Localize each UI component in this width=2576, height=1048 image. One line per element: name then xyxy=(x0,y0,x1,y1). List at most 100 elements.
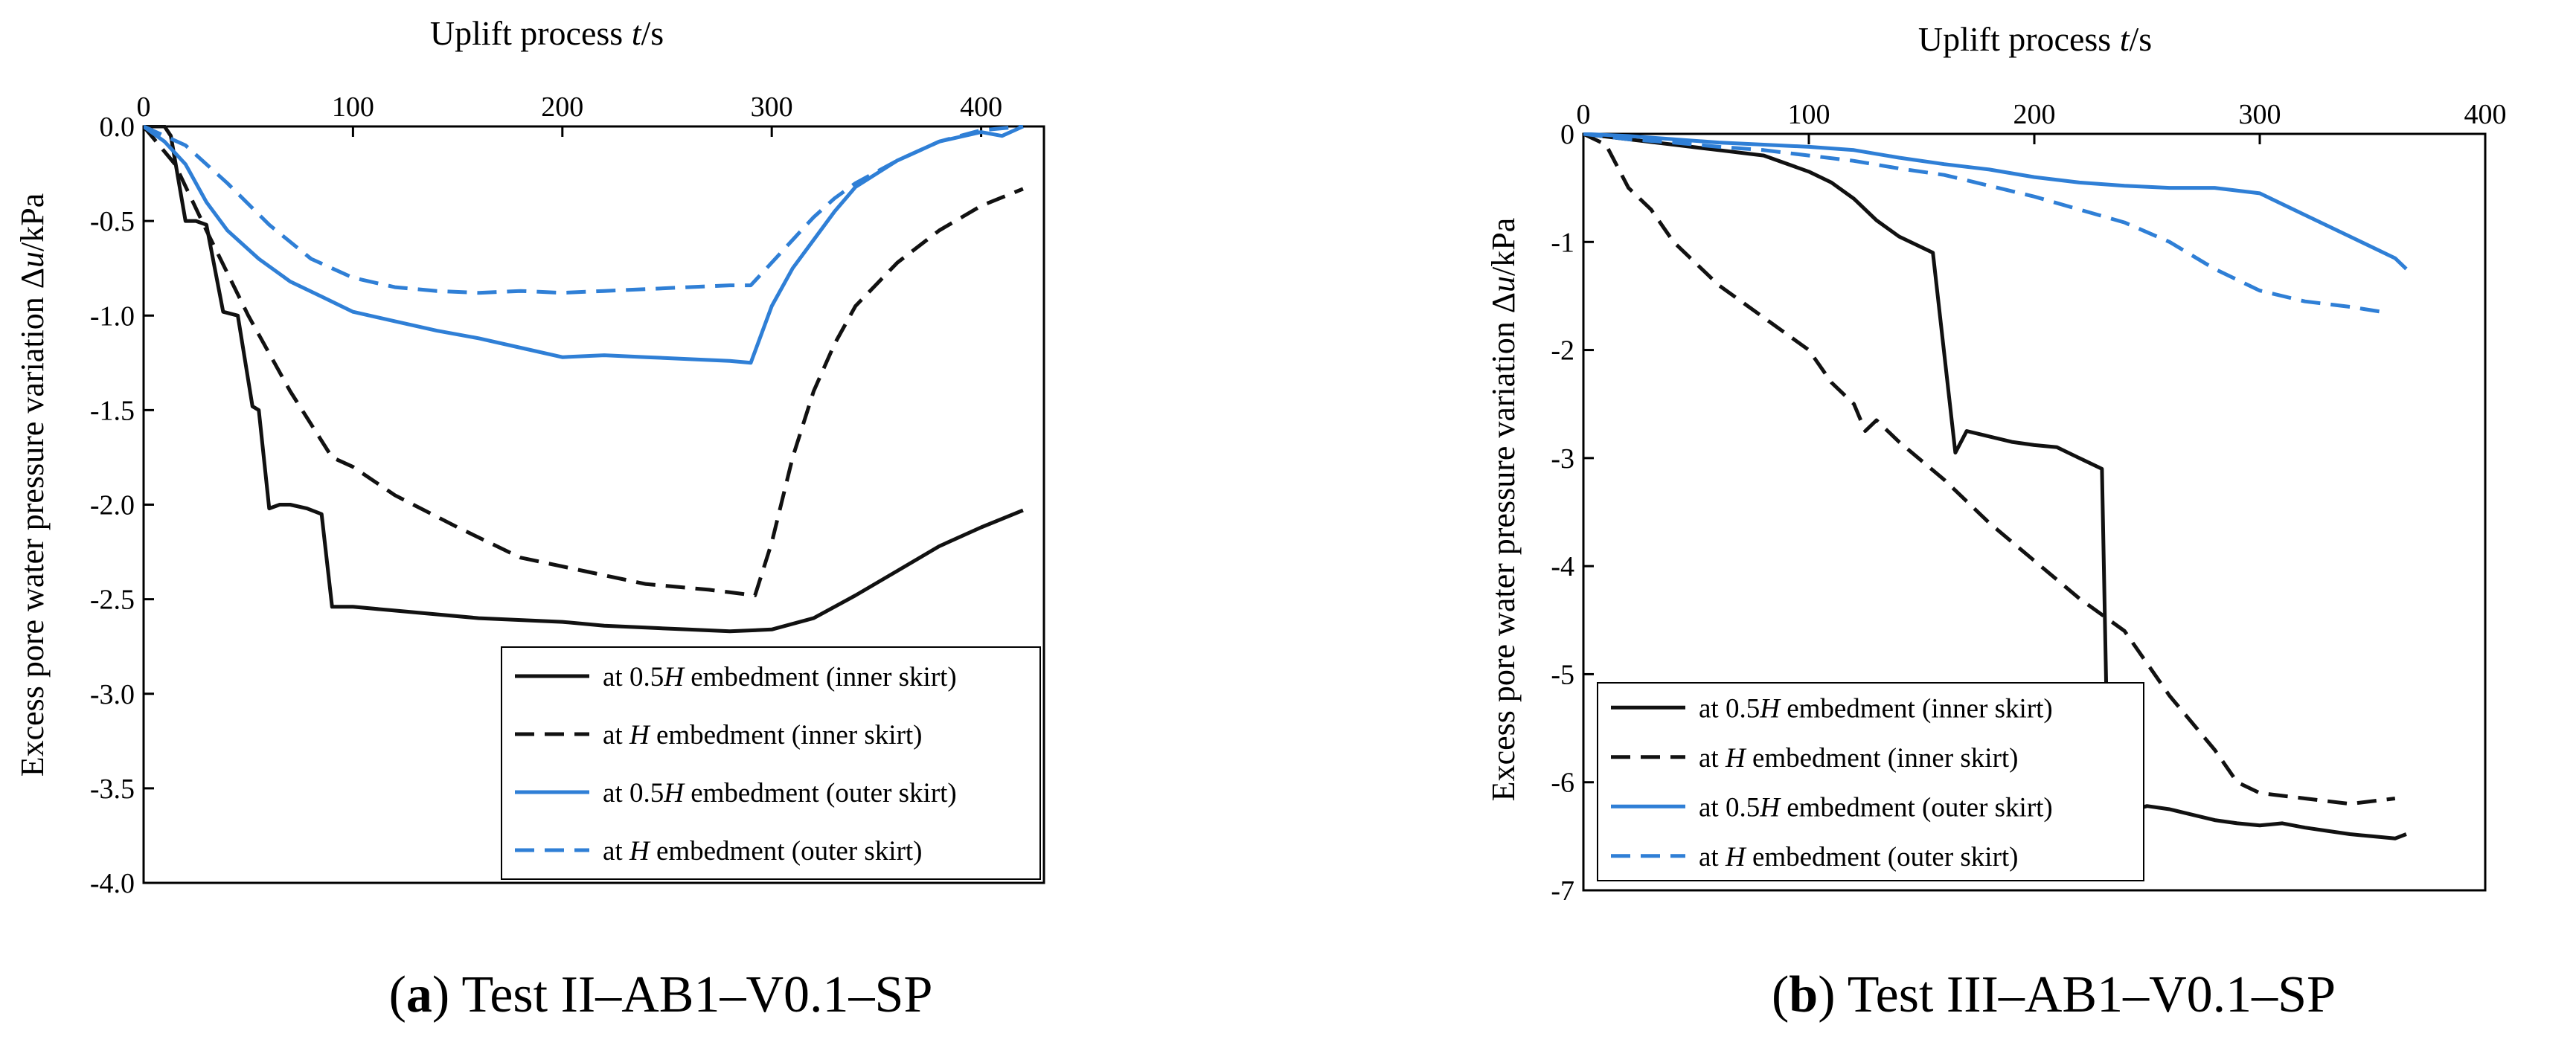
y-tick-label: -3.5 xyxy=(90,774,135,805)
series-line-3 xyxy=(1583,132,2408,271)
x-tick-label: 400 xyxy=(960,91,1002,123)
y-tick-label: -2 xyxy=(1551,335,1574,367)
legend-entry-post: embedment (inner skirt) xyxy=(1780,693,2053,724)
legend-box xyxy=(501,646,1041,880)
caption-close: ) xyxy=(432,966,449,1023)
y-axis-title-var: u xyxy=(1485,276,1522,292)
legend-entry-pre: at 0.5 xyxy=(1699,792,1760,823)
legend-entry-var: H xyxy=(629,720,651,750)
x-tick-label: 400 xyxy=(2464,99,2507,130)
x-axis-title: Uplift process t/s xyxy=(1918,20,2152,58)
y-tick-label: -5 xyxy=(1551,659,1574,690)
legend-entry: at H embedment (outer skirt) xyxy=(1699,842,2019,872)
legend-entry-post: embedment (inner skirt) xyxy=(650,720,923,750)
caption-open: ( xyxy=(389,966,406,1023)
chart-b: 0 100 200 300 400 0 -1 -2 -3 -4 -5 -6 -7 Uplift proce… xyxy=(1485,20,2507,1023)
y-tick-label: -3.0 xyxy=(90,679,135,710)
legend-entry-pre: at 0.5 xyxy=(1699,693,1760,724)
x-axis-title-text: Uplift process xyxy=(1918,20,2120,58)
legend-entry: at 0.5H embedment (outer skirt) xyxy=(1699,792,2053,823)
caption-label: b xyxy=(1789,966,1818,1023)
y-tick-label: -7 xyxy=(1551,875,1574,907)
caption-open: ( xyxy=(1772,966,1789,1023)
series-group xyxy=(144,125,1024,634)
legend-entry-post: embedment (outer skirt) xyxy=(1780,792,2053,823)
x-axis-title-var: t xyxy=(632,14,642,52)
y-tick-label: -3 xyxy=(1551,443,1574,475)
x-tick-label: 100 xyxy=(1788,99,1830,130)
y-axis-title-var: u xyxy=(14,251,51,268)
legend-entry-pre: at xyxy=(1699,743,1726,774)
x-axis-title-unit: /s xyxy=(2129,20,2152,58)
legend-entry-pre: at xyxy=(1699,842,1726,872)
legend-entry: at 0.5H embedment (inner skirt) xyxy=(1699,693,2053,724)
x-tick-label: 100 xyxy=(332,91,374,123)
figure-caption: (b) Test III–AB1–V0.1–SP xyxy=(1772,966,2336,1023)
y-axis-title-text: Excess pore water pressure variation Δ xyxy=(14,268,51,777)
legend-entry-post: embedment (inner skirt) xyxy=(1746,743,2019,774)
y-axis-title-unit: /kPa xyxy=(14,193,51,251)
x-tick-label: 200 xyxy=(541,91,583,123)
legend-entry: at 0.5H embedment (inner skirt) xyxy=(603,662,957,692)
y-axis-title: Excess pore water pressure variation Δu/… xyxy=(1485,218,1522,802)
y-axis-title-text: Excess pore water pressure variation Δ xyxy=(1485,292,1522,801)
legend-entry-post: embedment (outer skirt) xyxy=(684,778,957,808)
caption-label: a xyxy=(406,966,432,1023)
y-tick-label: -4.0 xyxy=(90,868,135,899)
x-tick-label: 300 xyxy=(2239,99,2281,130)
series-line-2 xyxy=(1583,132,2396,806)
x-tick-label: 0 xyxy=(1577,99,1591,130)
series-line-3 xyxy=(144,125,1024,365)
x-axis-title-var: t xyxy=(2120,20,2130,58)
legend-entry-pre: at xyxy=(603,720,629,750)
legend-entry-var: H xyxy=(1725,743,1747,774)
y-tick-label: -6 xyxy=(1551,768,1574,799)
x-axis-title-text: Uplift process xyxy=(430,14,632,52)
series-line-1 xyxy=(144,125,1024,634)
legend-entry-var: H xyxy=(1759,792,1781,823)
legend-entry-var: H xyxy=(663,778,685,808)
y-axis-title: Excess pore water pressure variation Δu/… xyxy=(14,193,51,777)
y-tick-label: 0 xyxy=(1560,119,1574,150)
x-axis-title: Uplift process t/s xyxy=(430,14,664,52)
x-tick-label: 0 xyxy=(137,91,151,123)
y-tick-label: 0.0 xyxy=(100,112,135,143)
chart-a: 0 100 200 300 400 0.0 -0.5 -1.0 -1.5 -2.0 -2.5 -3.0… xyxy=(14,14,1045,1023)
legend-entry: at H embedment (outer skirt) xyxy=(603,836,923,867)
series-group xyxy=(1583,132,2408,840)
legend-entry-var: H xyxy=(629,836,651,867)
caption-close: ) xyxy=(1818,966,1835,1023)
caption-text: Test II–AB1–V0.1–SP xyxy=(449,966,932,1023)
legend-entry-post: embedment (outer skirt) xyxy=(1746,842,2019,872)
caption-text: Test III–AB1–V0.1–SP xyxy=(1836,966,2336,1023)
legend-entry: at H embedment (inner skirt) xyxy=(1699,743,2019,774)
y-tick-label: -2.5 xyxy=(90,585,135,616)
y-tick-label: -2.0 xyxy=(90,490,135,521)
legend: at 0.5H embedment (inner skirt)at H embe… xyxy=(501,646,1041,880)
x-tick-label: 300 xyxy=(751,91,793,123)
legend-entry-var: H xyxy=(663,662,685,692)
y-tick-label: -1.0 xyxy=(90,300,135,332)
y-tick-label: -1 xyxy=(1551,227,1574,258)
series-line-2 xyxy=(144,125,1024,597)
y-axis-title-unit: /kPa xyxy=(1485,218,1522,276)
legend-box xyxy=(1597,682,2144,881)
legend-entry-pre: at 0.5 xyxy=(603,662,664,692)
legend-entry: at H embedment (inner skirt) xyxy=(603,720,923,750)
legend-entry-post: embedment (outer skirt) xyxy=(650,836,923,867)
y-tick-label: -1.5 xyxy=(90,395,135,426)
legend-entry: at 0.5H embedment (outer skirt) xyxy=(603,778,957,808)
legend: at 0.5H embedment (inner skirt)at H embe… xyxy=(1597,682,2144,881)
series-line-1 xyxy=(1583,132,2407,840)
y-tick-label: -4 xyxy=(1551,551,1574,582)
legend-entry-post: embedment (inner skirt) xyxy=(684,662,957,692)
series-line-4 xyxy=(1583,132,2384,315)
legend-entry-var: H xyxy=(1759,693,1781,724)
x-tick-label: 200 xyxy=(2013,99,2056,130)
figure-caption: (a) Test II–AB1–V0.1–SP xyxy=(389,966,933,1023)
y-tick-label: -0.5 xyxy=(90,206,135,237)
legend-entry-var: H xyxy=(1725,842,1747,872)
legend-entry-pre: at 0.5 xyxy=(603,778,664,808)
series-line-4 xyxy=(144,125,1024,295)
